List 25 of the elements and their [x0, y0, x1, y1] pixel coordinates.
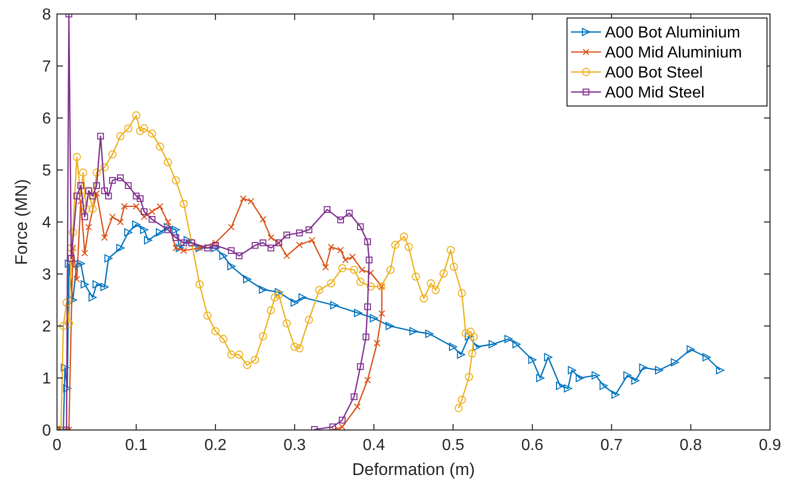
- x-axis-title: Deformation (m): [352, 460, 475, 479]
- x-tick-label: 0.4: [362, 437, 386, 454]
- y-tick-label: 1: [42, 370, 52, 388]
- legend-label: A00 Bot Steel: [605, 64, 703, 82]
- y-tick-label: 2: [42, 318, 52, 336]
- y-axis-title: Force (MN): [12, 179, 31, 265]
- legend-label: A00 Mid Aluminium: [605, 44, 742, 62]
- legend-label: A00 Mid Steel: [605, 84, 705, 102]
- y-tick-label: 5: [42, 162, 52, 180]
- y-tick-label: 8: [42, 6, 52, 24]
- x-tick-label: 0.1: [125, 437, 148, 454]
- x-tick-label: 0.7: [600, 437, 623, 454]
- x-tick-label: 0.6: [521, 437, 544, 454]
- x-tick-label: 0: [52, 437, 62, 454]
- legend-label: A00 Bot Aluminium: [605, 24, 740, 42]
- x-tick-label: 0.3: [284, 437, 306, 454]
- y-tick-label: 4: [42, 214, 52, 232]
- y-tick-label: 6: [42, 110, 52, 128]
- x-tick-label: 0.2: [204, 437, 227, 454]
- x-tick-label: 0.8: [680, 437, 702, 454]
- y-tick-label: 7: [42, 58, 52, 76]
- y-tick-label: 0: [42, 422, 52, 440]
- y-tick-label: 3: [42, 266, 52, 284]
- x-tick-label: 0.5: [442, 437, 464, 454]
- x-tick-label: 0.9: [758, 437, 782, 454]
